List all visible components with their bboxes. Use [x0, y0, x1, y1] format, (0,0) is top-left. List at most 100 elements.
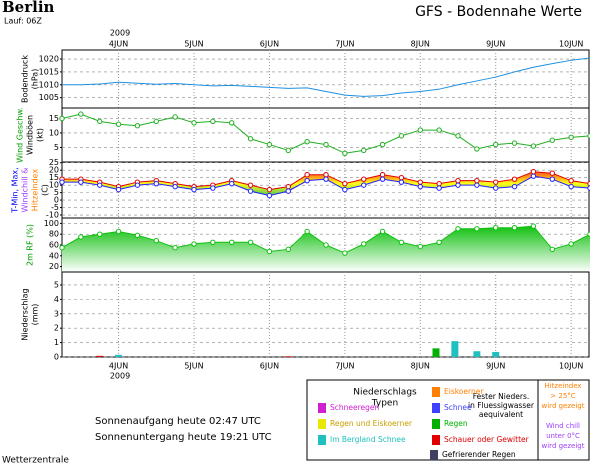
legend-title: Typen: [371, 399, 398, 409]
y-tick-label: 15: [49, 114, 59, 123]
x-tick-label: 8JUN: [411, 362, 430, 371]
legend-note: in Fluessigwasser: [468, 401, 535, 410]
point: [493, 179, 499, 185]
point: [304, 177, 310, 184]
legend-label: Regen: [444, 419, 468, 428]
y-axis-label: Windchill &: [21, 167, 30, 212]
point: [568, 241, 574, 247]
legend-chill: Wind chill: [546, 422, 580, 430]
x-tick-label: 9JUN: [486, 362, 505, 371]
point: [247, 182, 254, 188]
point: [474, 146, 480, 152]
point: [266, 141, 273, 148]
y-tick-label: 20: [49, 262, 59, 271]
point: [153, 180, 159, 187]
y-tick-label: 4: [54, 295, 59, 304]
panel: [61, 271, 590, 358]
point: [342, 180, 348, 187]
point: [323, 141, 329, 148]
point: [361, 241, 367, 247]
city: Berlin: [2, 0, 55, 16]
point: [549, 246, 555, 253]
point: [549, 137, 555, 143]
point: [247, 239, 254, 246]
legend-label: Schnee: [444, 403, 472, 412]
point: [304, 138, 310, 145]
y-tick-label: 10: [49, 181, 59, 190]
point: [229, 239, 235, 246]
point: [474, 177, 480, 184]
point: [191, 186, 197, 193]
point: [97, 231, 103, 237]
point: [398, 174, 405, 181]
point: [455, 177, 461, 184]
point: [511, 183, 518, 190]
point: [398, 133, 405, 139]
point: [134, 123, 141, 129]
legend-title: Niederschlags: [353, 388, 417, 398]
point: [417, 183, 423, 190]
y-axis-label: Windböen: [26, 115, 35, 155]
precip-bar: [451, 341, 459, 357]
legend-chill: unter 0°C: [546, 432, 580, 440]
legend-swatch: [318, 435, 326, 445]
y-tick-label: 60: [49, 241, 59, 250]
legend-note: Fester Nieders.: [473, 392, 530, 401]
point: [323, 176, 329, 182]
point: [361, 176, 367, 182]
legend-swatch: [432, 387, 440, 397]
point: [210, 118, 216, 125]
y-tick-label: 25: [49, 158, 59, 167]
point: [549, 170, 555, 176]
point: [134, 232, 141, 238]
y-tick-label: 1020: [39, 55, 59, 64]
point: [530, 173, 537, 179]
y-tick-label: 1: [54, 338, 59, 347]
point: [304, 228, 310, 235]
point: [229, 120, 235, 126]
point: [455, 133, 461, 139]
point: [474, 182, 480, 188]
x-tick-label: 6JUN: [260, 40, 279, 49]
x-tick-label: 5JUN: [184, 362, 203, 371]
sunrise: Sonnenaufgang heute 02:47 UTC: [95, 416, 261, 427]
point: [285, 147, 291, 154]
point: [455, 226, 461, 232]
y-axis-label: 2m RF (%): [26, 224, 35, 266]
point: [172, 114, 178, 120]
legend-label: Schauer oder Gewitter: [444, 435, 530, 444]
point: [247, 188, 254, 194]
legend-swatch: [318, 403, 326, 413]
point: [436, 239, 442, 246]
point: [115, 186, 122, 193]
y-tick-label: 3: [54, 309, 59, 318]
point: [530, 143, 537, 149]
legend-swatch: [432, 403, 440, 413]
point: [493, 225, 499, 231]
point: [78, 111, 84, 117]
precip-bar: [284, 356, 292, 357]
point: [511, 140, 518, 146]
point: [417, 179, 423, 185]
point: [78, 179, 84, 185]
point: [493, 141, 499, 148]
legend-label: Regen und Eiskoerner: [330, 419, 413, 428]
point: [115, 228, 122, 235]
point: [191, 241, 197, 247]
point: [511, 176, 518, 182]
y-axis-label: (mm): [31, 304, 40, 326]
point: [379, 141, 386, 148]
point: [530, 169, 537, 175]
point: [342, 150, 348, 156]
point: [342, 186, 348, 193]
legend-label: Gefrierender Regen: [442, 450, 516, 459]
legend-side-box: [537, 379, 590, 461]
point: [379, 228, 386, 235]
legend-label: Im Bergland Schnee: [330, 435, 406, 444]
point: [285, 246, 291, 253]
y-axis-label: Bodendruck: [21, 55, 30, 103]
y-axis-label: (kt): [36, 128, 45, 142]
y-tick-label: 1010: [39, 80, 59, 89]
y-tick-label: 5: [54, 143, 59, 152]
